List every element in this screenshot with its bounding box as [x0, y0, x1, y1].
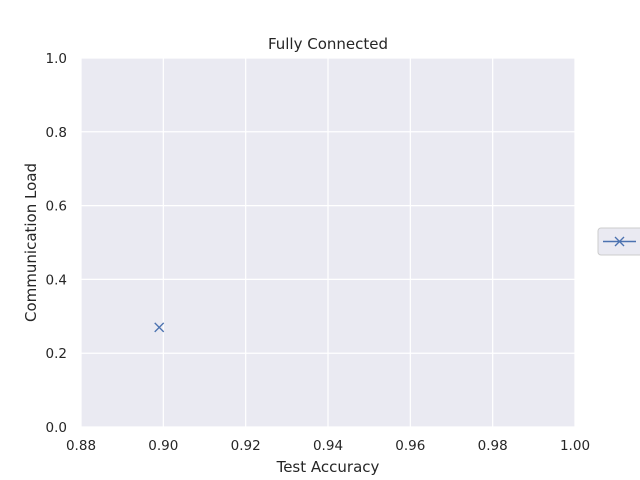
y-ticks: 0.0 0.2 0.4 0.6 0.8 1.0: [46, 51, 67, 436]
x-tick-label: 0.88: [66, 438, 96, 454]
x-tick-label: 0.92: [231, 438, 261, 454]
y-tick-label: 0.0: [46, 420, 67, 436]
y-tick-label: 0.8: [46, 125, 67, 141]
x-tick-label: 0.96: [395, 438, 425, 454]
y-axis-label: Communication Load: [22, 163, 40, 322]
x-tick-label: 0.90: [148, 438, 178, 454]
y-tick-label: 0.6: [46, 199, 67, 215]
y-tick-label: 1.0: [46, 51, 67, 67]
legend-marker: [614, 236, 625, 247]
x-tick-label: 0.98: [478, 438, 508, 454]
data-marks: [154, 322, 165, 333]
x-tick-label: 1.00: [560, 438, 590, 454]
data-point: [154, 322, 165, 333]
legend: [597, 227, 640, 256]
x-axis-label: Test Accuracy: [276, 458, 380, 476]
x-ticks: 0.88 0.90 0.92 0.94 0.96 0.98 1.00: [66, 438, 590, 454]
grid: [80, 57, 576, 428]
chart-title: Fully Connected: [268, 35, 388, 53]
y-tick-label: 0.4: [46, 272, 67, 288]
x-tick-label: 0.94: [313, 438, 343, 454]
y-tick-label: 0.2: [46, 346, 67, 362]
legend-x-marker: [614, 236, 625, 247]
